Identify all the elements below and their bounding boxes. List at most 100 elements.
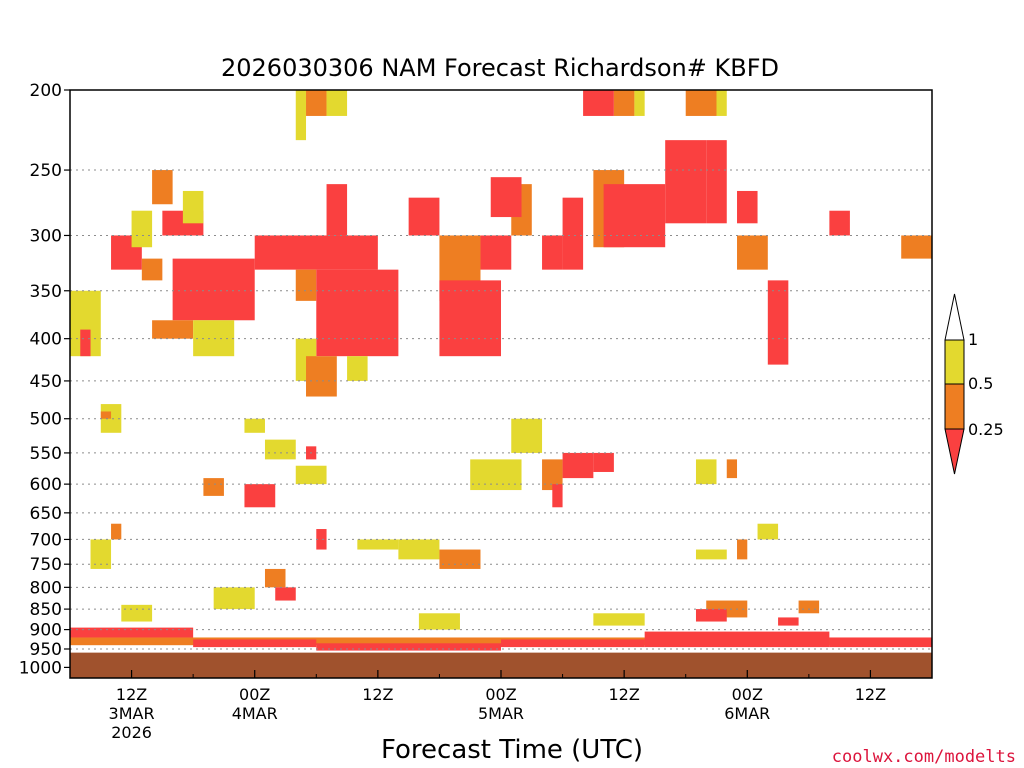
x-axis-title: Forecast Time (UTC)	[381, 735, 643, 765]
richardson-cell	[275, 587, 296, 601]
richardson-cell	[737, 190, 758, 224]
x-tick-label-5: 00Z	[732, 685, 763, 704]
richardson-cell	[593, 613, 645, 626]
richardson-cell	[613, 90, 635, 116]
richardson-cell	[326, 90, 348, 116]
richardson-cell	[542, 459, 563, 491]
y-tick-label-950: 950	[30, 640, 62, 660]
richardson-cell	[737, 235, 768, 270]
y-tick-label-500: 500	[30, 410, 62, 430]
x-tick-date-5: 6MAR	[724, 704, 770, 723]
richardson-cell	[408, 197, 440, 236]
x-tick-date-1: 4MAR	[232, 704, 278, 723]
richardson-cell	[798, 600, 820, 614]
richardson-cell	[172, 258, 255, 321]
y-tick-label-750: 750	[30, 555, 62, 575]
richardson-cell	[193, 320, 235, 357]
richardson-cell	[439, 280, 501, 357]
richardson-cell	[131, 210, 153, 248]
x-tick-year-0: 2026	[111, 723, 152, 742]
y-tick-label-850: 850	[30, 600, 62, 620]
boundary-layer-cell	[501, 639, 645, 648]
richardson-cell	[634, 90, 645, 116]
boundary-layer-cell	[829, 637, 932, 648]
y-tick-label-1000: 1000	[19, 658, 62, 678]
boundary-layer-cell	[644, 631, 830, 648]
richardson-cell	[213, 587, 255, 610]
richardson-cell	[121, 604, 153, 622]
richardson-cell	[141, 258, 163, 281]
x-tick-date-0: 3MAR	[109, 704, 155, 723]
richardson-cell	[695, 459, 717, 485]
y-tick-label-250: 250	[30, 161, 62, 181]
x-tick-date-3: 5MAR	[478, 704, 524, 723]
y-tick-label-400: 400	[30, 330, 62, 350]
richardson-cell	[295, 269, 317, 301]
y-tick-label-650: 650	[30, 504, 62, 524]
richardson-cell	[480, 235, 512, 270]
richardson-cell	[665, 140, 707, 224]
y-tick-label-900: 900	[30, 621, 62, 641]
richardson-cell	[737, 539, 748, 560]
richardson-cell	[90, 539, 112, 569]
richardson-cell	[295, 90, 307, 141]
legend-yellow-band	[944, 339, 965, 385]
richardson-cell	[347, 356, 368, 381]
richardson-cells	[70, 90, 932, 651]
richardson-cell	[542, 235, 563, 270]
legend-label-0-25: 0.25	[968, 420, 1004, 439]
y-axis: 200 250 300 350 400 450 500 550 600 650 700 750 8008…	[19, 81, 70, 678]
x-tick-label-3: 00Z	[485, 685, 516, 704]
richardson-cell	[552, 484, 563, 508]
legend-label-1: 1	[968, 330, 978, 349]
x-tick-label-1: 00Z	[239, 685, 270, 704]
richardson-cell	[306, 356, 337, 397]
richardson-cell	[562, 197, 584, 270]
richardson-cell	[901, 235, 932, 259]
richardson-cell	[80, 329, 91, 357]
richardson-cell	[695, 549, 727, 560]
richardson-cell	[398, 539, 440, 560]
richardson-cell	[418, 613, 460, 630]
boundary-layer-cell	[316, 643, 501, 651]
chart-title: 2026030306 NAM Forecast Richardson# KBFD	[221, 54, 779, 82]
richardson-cell	[511, 418, 543, 453]
richardson-cell	[316, 529, 327, 550]
x-tick-label-4: 12Z	[608, 685, 639, 704]
richardson-cell	[182, 190, 204, 224]
y-tick-label-550: 550	[30, 444, 62, 464]
richardson-cell	[100, 404, 122, 433]
richardson-cell	[470, 459, 522, 491]
richardson-cell	[152, 320, 194, 339]
y-tick-label-600: 600	[30, 475, 62, 495]
richardson-cell	[716, 90, 727, 116]
credit-link[interactable]: coolwx.com/modelts	[832, 747, 1016, 767]
richardson-cell	[490, 177, 522, 218]
richardson-cell	[100, 411, 112, 419]
y-tick-label-800: 800	[30, 578, 62, 598]
richardson-cell	[244, 418, 265, 433]
richardson-cell	[685, 90, 717, 116]
legend-white-triangle	[944, 293, 965, 341]
richardson-cell	[357, 539, 399, 550]
legend-orange-band	[944, 383, 965, 430]
richardson-cell	[706, 140, 727, 224]
legend-label-0-5: 0.5	[968, 374, 993, 393]
y-tick-label-450: 450	[30, 372, 62, 392]
richardson-cell	[264, 439, 296, 460]
richardson-cell	[264, 568, 286, 588]
x-tick-label-6: 12Z	[855, 685, 886, 704]
richardson-cell	[593, 452, 614, 472]
richardson-cell	[295, 465, 327, 485]
richardson-cell	[111, 523, 122, 540]
richardson-cell	[757, 523, 779, 540]
richardson-cell	[203, 478, 224, 496]
richardson-cell	[583, 90, 614, 116]
richardson-cell	[726, 459, 738, 479]
richardson-cell	[829, 210, 850, 236]
richardson-cell	[778, 617, 799, 626]
legend: 1 0.5 0.25	[944, 293, 1004, 475]
boundary-layer-cell	[70, 627, 194, 638]
